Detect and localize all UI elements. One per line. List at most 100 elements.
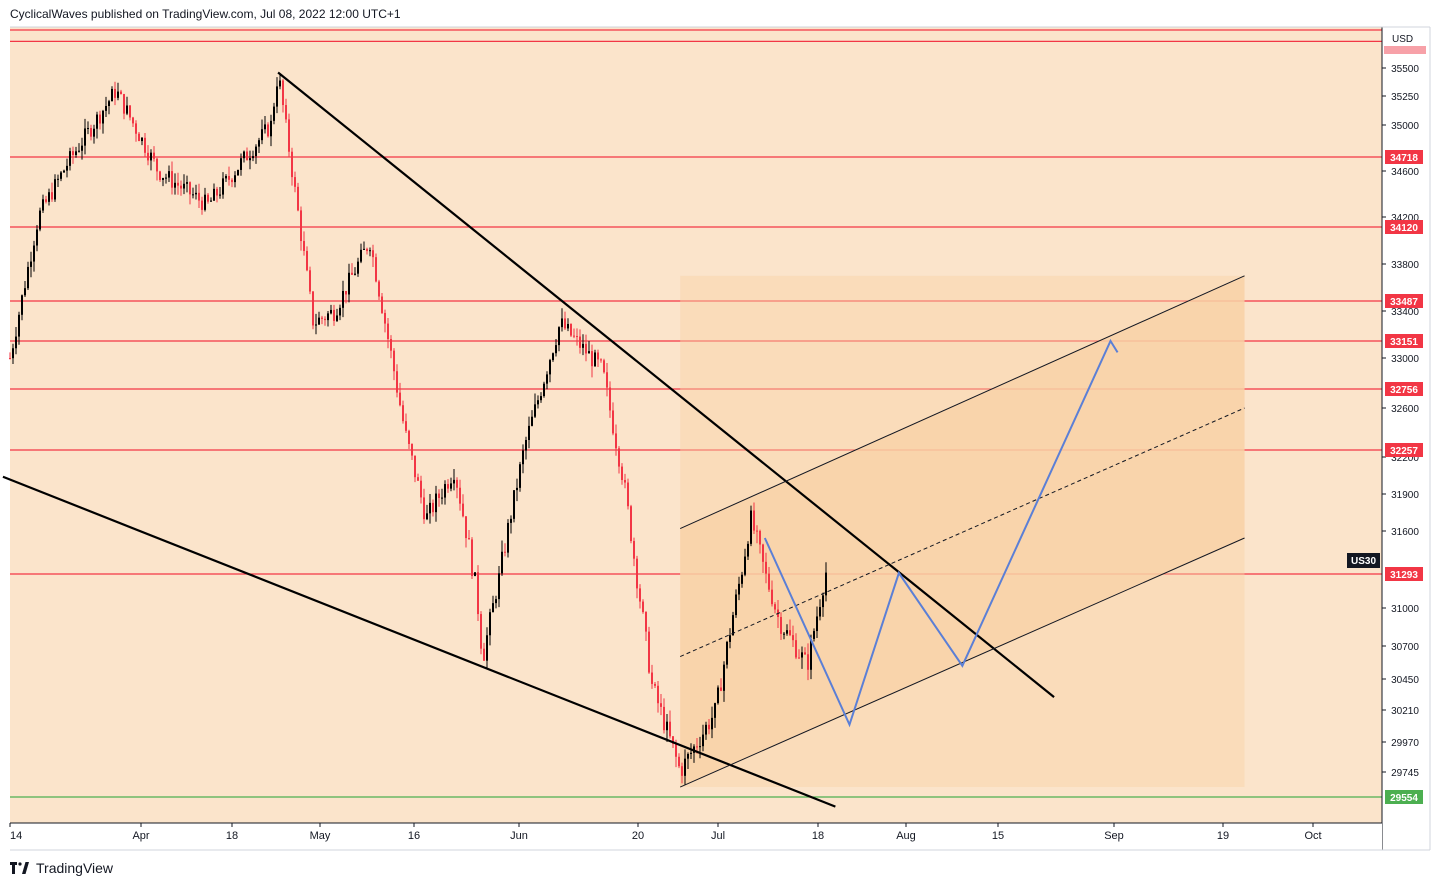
candle-body [432, 502, 434, 513]
candle-body [147, 152, 149, 161]
channel-fill [680, 275, 1245, 788]
candle-body [648, 631, 650, 673]
candle-body [783, 633, 785, 635]
candle-body [618, 448, 620, 467]
candle-body [363, 248, 365, 250]
candle-body [375, 257, 377, 282]
candle-body [672, 736, 674, 744]
candle-body [663, 706, 665, 731]
candle-body [504, 551, 506, 553]
candle-body [333, 309, 335, 321]
candle-body [369, 250, 371, 252]
candle-body [231, 179, 233, 183]
candle-body [687, 753, 689, 759]
channel-midline[interactable] [679, 407, 1245, 658]
candle-body [474, 572, 476, 576]
candle-body [339, 307, 341, 316]
candle-body [753, 510, 755, 531]
candle-body [360, 249, 362, 262]
candle-body [81, 145, 83, 151]
candle-body [258, 140, 260, 147]
y-tick-label: 31000 [1391, 604, 1419, 615]
descending-trendline[interactable] [277, 71, 1055, 698]
candle-body [60, 172, 62, 179]
candle-body [657, 685, 659, 704]
candle-body [528, 425, 530, 440]
candle-body [156, 158, 158, 172]
channel-lower-line[interactable] [679, 537, 1245, 788]
candle-body [717, 687, 719, 704]
candle-body [510, 518, 512, 523]
candle-body [336, 315, 338, 321]
candle-body [798, 657, 800, 659]
candle-body [219, 194, 221, 196]
channel-range-box [680, 275, 1245, 788]
candle-body [666, 721, 668, 731]
x-tick-label: Oct [1304, 830, 1321, 842]
candle-body [660, 703, 662, 707]
channel-upper-line[interactable] [679, 275, 1245, 529]
lower-trendline[interactable] [2, 475, 836, 808]
candle-body [153, 152, 155, 159]
candle-body [351, 272, 353, 275]
candle-body [228, 176, 230, 180]
projection-path[interactable] [763, 338, 1119, 728]
candle-body [519, 464, 521, 488]
candle-body [300, 210, 302, 242]
candle-body [99, 114, 101, 124]
candle-body [711, 717, 713, 730]
candle-body [735, 594, 737, 616]
candle-body [492, 603, 494, 613]
y-tick-label: 31600 [1391, 527, 1419, 538]
candle-body [621, 466, 623, 481]
candle-body [789, 630, 791, 636]
level-price-tag [1385, 294, 1423, 308]
candle-body [708, 724, 710, 730]
candle-body [171, 171, 173, 188]
candle-body [591, 351, 593, 367]
candle-body [756, 530, 758, 532]
y-tick-label: 30700 [1391, 642, 1419, 653]
candle-body [441, 497, 443, 499]
candle-body [294, 177, 296, 187]
candle-body [96, 114, 98, 129]
candle-body [168, 171, 170, 178]
candle-body [456, 479, 458, 488]
time-axis[interactable] [10, 823, 1382, 850]
candle-body [588, 351, 590, 354]
price-axis[interactable] [1382, 27, 1430, 823]
candle-body [642, 601, 644, 613]
level-price-tag [1385, 382, 1423, 396]
candle-body [738, 583, 740, 595]
candle-body [726, 641, 728, 665]
candle-body [324, 318, 326, 321]
candle-body [423, 497, 425, 520]
candle-body [270, 120, 272, 137]
candle-body [354, 273, 356, 275]
y-tick-label: 32600 [1391, 404, 1419, 415]
candle-body [507, 522, 509, 553]
candle-body [471, 539, 473, 576]
candle-body [12, 348, 14, 359]
level-price-tag [1385, 443, 1423, 457]
y-tick-label: 35500 [1391, 64, 1419, 75]
candle-body [87, 128, 89, 130]
candle-body [750, 510, 752, 544]
y-tick-label: 33800 [1391, 260, 1419, 271]
footer-brand: TradingView [36, 860, 114, 876]
candle-body [237, 169, 239, 176]
candle-body [225, 176, 227, 179]
candle-body [45, 199, 47, 202]
candle-body [297, 186, 299, 211]
candle-body [804, 652, 806, 655]
candle-body [639, 588, 641, 602]
candle-body [444, 484, 446, 498]
candle-body [309, 270, 311, 292]
x-tick-label: Jun [510, 830, 528, 842]
candle-body [201, 200, 203, 210]
candle-body [396, 371, 398, 393]
candle-body [549, 360, 551, 375]
candle-body [306, 250, 308, 271]
